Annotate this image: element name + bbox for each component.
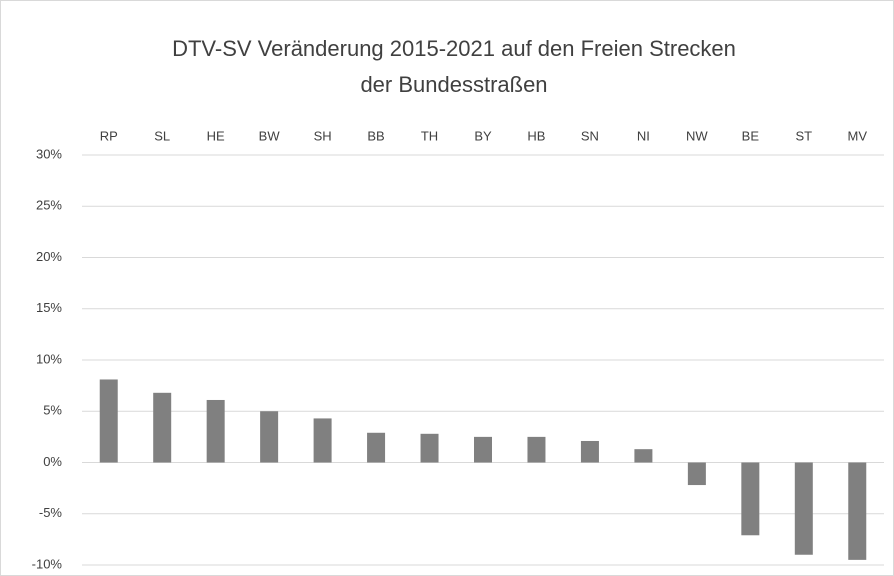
bar <box>527 436 546 463</box>
bar <box>474 436 492 463</box>
x-tick-label: MV <box>848 128 868 143</box>
y-tick-label: 30% <box>36 146 62 161</box>
x-tick-label: RP <box>100 128 118 143</box>
bar <box>153 392 172 463</box>
bar <box>794 462 813 555</box>
chart-title: DTV-SV Veränderung 2015-2021 auf den Fre… <box>172 36 736 61</box>
x-tick-label: BW <box>259 128 281 143</box>
bar <box>687 462 706 486</box>
chart-title: der Bundesstraßen <box>360 72 547 97</box>
bar <box>313 418 332 463</box>
y-tick-label: 20% <box>36 249 62 264</box>
x-tick-label: BB <box>367 128 384 143</box>
y-tick-label: 0% <box>43 454 62 469</box>
x-tick-label: SL <box>154 128 170 143</box>
x-tick-label: SN <box>581 128 599 143</box>
bar <box>634 449 653 463</box>
x-tick-label: BE <box>742 128 760 143</box>
x-tick-label: BY <box>474 128 492 143</box>
y-tick-label: 5% <box>43 403 62 418</box>
bar <box>848 462 867 560</box>
x-tick-label: HE <box>207 128 225 143</box>
y-tick-label: -10% <box>32 556 63 571</box>
bar <box>99 379 118 463</box>
y-tick-label: 15% <box>36 300 62 315</box>
x-tick-label: NI <box>637 128 650 143</box>
bar <box>367 432 386 463</box>
y-tick-label: -5% <box>39 505 63 520</box>
y-tick-label: 25% <box>36 198 62 213</box>
x-tick-label: TH <box>421 128 438 143</box>
x-tick-label: SH <box>314 128 332 143</box>
bar <box>741 462 760 536</box>
x-tick-label: NW <box>686 128 708 143</box>
y-tick-label: 10% <box>36 351 62 366</box>
bar <box>580 440 599 463</box>
bar <box>420 433 439 463</box>
bar <box>206 399 225 463</box>
x-tick-label: ST <box>795 128 812 143</box>
bar <box>260 411 279 463</box>
x-tick-label: HB <box>527 128 545 143</box>
